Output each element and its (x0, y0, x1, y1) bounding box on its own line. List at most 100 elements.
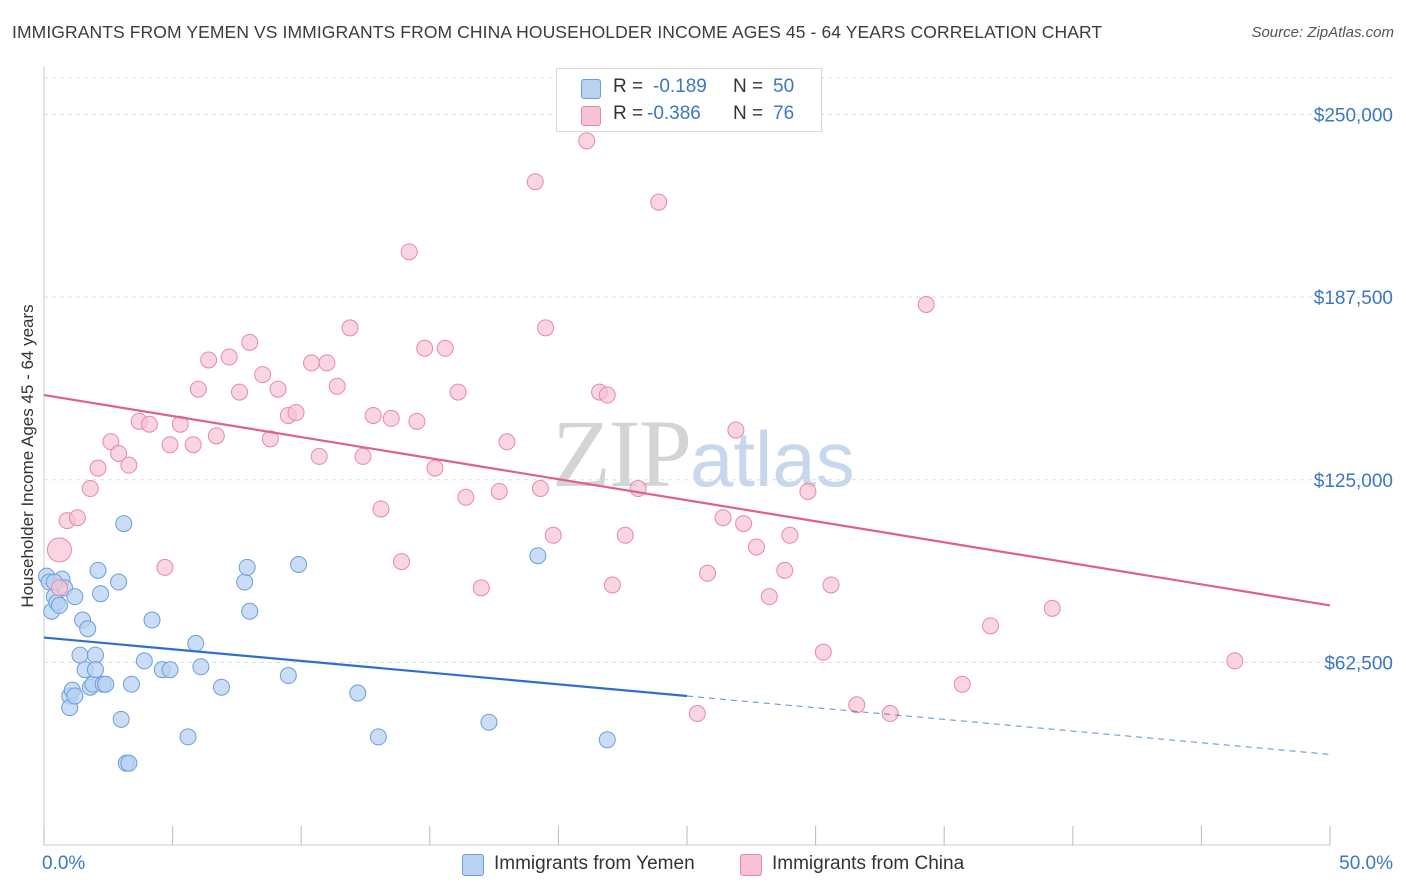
data-point-china (1043, 599, 1061, 617)
data-point-yemen (120, 754, 138, 772)
data-point-china (727, 421, 745, 439)
data-point-china (318, 354, 336, 372)
data-point-yemen (529, 547, 547, 565)
data-point-china (776, 561, 794, 579)
legend-n-label: N = (733, 76, 764, 97)
x-tick-label: 50.0% (1339, 853, 1393, 874)
data-point-china (799, 482, 817, 500)
data-point-yemen (598, 731, 616, 749)
data-point-yemen (92, 585, 110, 603)
data-point-yemen (66, 687, 84, 705)
x-tick-labels: 0.0% 50.0% (42, 853, 1393, 874)
data-point-yemen (71, 646, 89, 664)
data-point-china (287, 404, 305, 422)
legend-n-value-yemen: 50 (773, 76, 795, 97)
y-tick-label: $125,000 (1314, 471, 1393, 492)
data-point-yemen (86, 646, 104, 664)
data-point-china (189, 380, 207, 398)
data-point-china (426, 459, 444, 477)
data-point-china (161, 436, 179, 454)
legend-n-value-china: 76 (773, 103, 795, 124)
data-point-china (781, 526, 799, 544)
legend-r-label: R = (613, 76, 644, 97)
data-point-china (328, 377, 346, 395)
data-point-china (302, 354, 320, 372)
data-point-china (102, 433, 120, 451)
data-point-china (81, 480, 99, 498)
data-point-china (372, 500, 390, 518)
series-china-points (46, 132, 1244, 723)
data-point-china (822, 576, 840, 594)
axes (43, 66, 1331, 846)
data-point-china (269, 380, 287, 398)
data-point-china (714, 509, 732, 527)
data-point-china (436, 339, 454, 357)
bottom-legend-swatch-yemen (462, 854, 484, 876)
data-point-china (981, 617, 999, 635)
legend-swatch-yemen (581, 79, 601, 99)
data-point-china (498, 433, 516, 451)
data-point-china (184, 436, 202, 454)
data-point-yemen (97, 675, 115, 693)
data-point-china (220, 348, 238, 366)
data-point-yemen (86, 661, 104, 679)
data-point-china (449, 383, 467, 401)
source-label: Source: ZipAtlas.com (1251, 24, 1394, 41)
data-point-china (241, 333, 259, 351)
data-point-yemen (89, 561, 107, 579)
data-point-china (747, 538, 765, 556)
data-point-china (254, 366, 272, 384)
data-point-china (650, 193, 668, 211)
data-point-china (230, 383, 248, 401)
data-point-china (881, 705, 899, 723)
data-point-china (953, 675, 971, 693)
data-point-yemen (112, 710, 130, 728)
data-point-yemen (192, 658, 210, 676)
data-point-china (917, 295, 935, 313)
data-point-china (688, 705, 706, 723)
chart-title: IMMIGRANTS FROM YEMEN VS IMMIGRANTS FROM… (12, 22, 1103, 42)
trend-line-yemen (43, 636, 688, 698)
y-tick-label: $62,500 (1324, 653, 1393, 674)
data-point-yemen (349, 684, 367, 702)
y-axis-label: Householder Income Ages 45 - 64 years (18, 304, 37, 607)
data-point-yemen (135, 652, 153, 670)
data-point-china (110, 444, 128, 462)
data-point-yemen (290, 555, 308, 573)
legend-swatch-china (581, 106, 601, 126)
data-point-china (490, 482, 508, 500)
data-point-china (1226, 652, 1244, 670)
data-point-china (393, 553, 411, 571)
trend-lines (43, 393, 1331, 755)
data-point-china (735, 515, 753, 533)
legend-r-value-yemen: -0.189 (653, 76, 707, 97)
data-point-china (544, 526, 562, 544)
data-point-china (537, 319, 555, 337)
data-point-yemen (241, 602, 259, 620)
data-point-yemen (279, 667, 297, 685)
data-point-yemen (110, 573, 128, 591)
bottom-legend-label-yemen: Immigrants from Yemen (494, 853, 695, 874)
bottom-legend-swatch-china (740, 854, 762, 876)
data-point-china (699, 564, 717, 582)
y-tick-label: $250,000 (1314, 106, 1393, 127)
data-point-yemen (238, 558, 256, 576)
y-tick-label: $187,500 (1314, 288, 1393, 309)
bottom-legend-label-china: Immigrants from China (772, 853, 965, 874)
data-point-yemen (480, 713, 498, 731)
data-point-china (261, 430, 279, 448)
data-point-china (400, 243, 418, 261)
data-point-china (68, 509, 86, 527)
data-point-china (408, 412, 426, 430)
data-point-china (156, 558, 174, 576)
correlation-legend: R = -0.189 N = 50 R = -0.386 N = 76 (556, 68, 822, 132)
data-point-china (89, 459, 107, 477)
data-point-yemen (187, 634, 205, 652)
x-tick-label: 0.0% (42, 853, 85, 874)
watermark-atlas: atlas (690, 415, 855, 503)
data-point-china (120, 456, 138, 474)
data-point-china (598, 386, 616, 404)
data-point-china (578, 132, 596, 150)
data-point-yemen (143, 611, 161, 629)
